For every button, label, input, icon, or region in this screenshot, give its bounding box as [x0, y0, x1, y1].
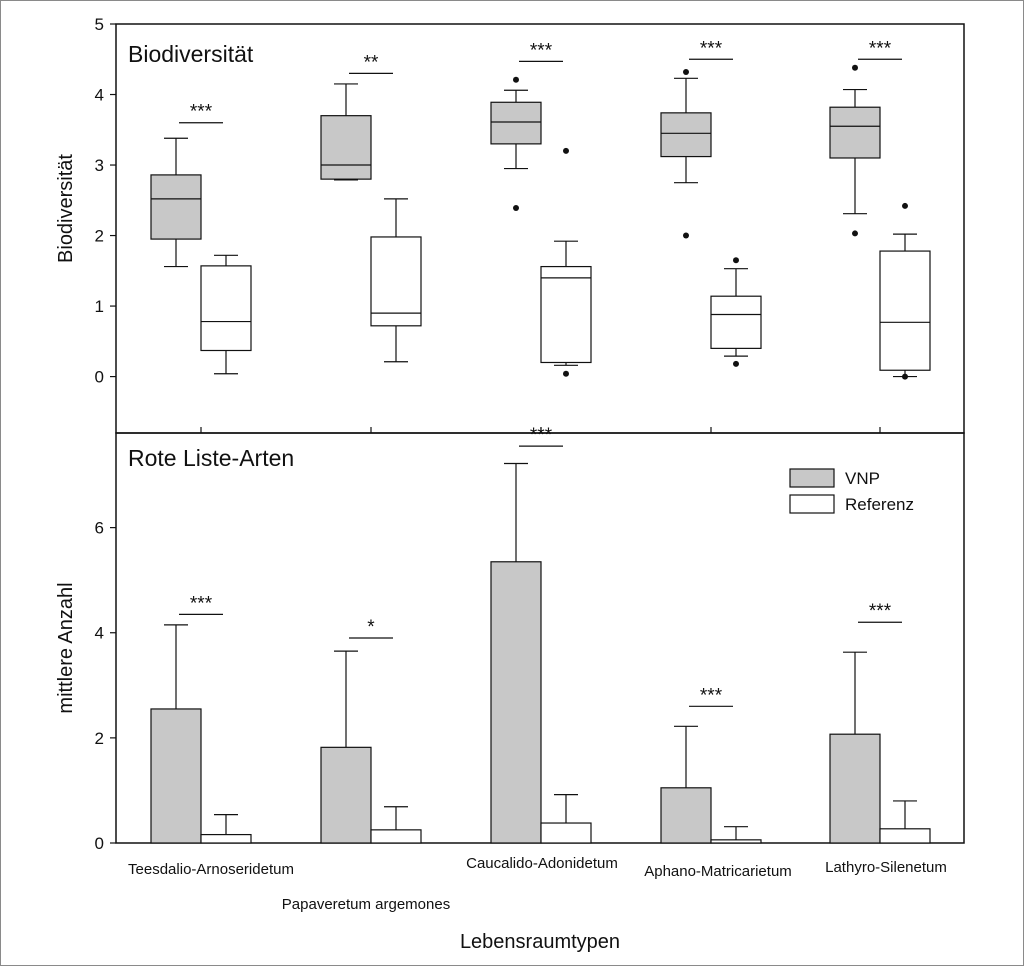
bar-vnp: [320, 650, 372, 844]
box-iqr: [320, 115, 372, 180]
legend-label: Referenz: [845, 495, 914, 514]
bar-rect: [710, 839, 762, 844]
x-axis-title: Lebensraumtypen: [460, 931, 620, 953]
x-category-label: Lathyro-Silenetum: [825, 859, 947, 876]
box-vnp: [490, 76, 542, 212]
significance-label: ***: [700, 38, 723, 59]
box-referenz: [879, 202, 931, 380]
bar-vnp: [490, 462, 542, 844]
box-vnp: [150, 137, 202, 268]
box-referenz: [540, 147, 592, 377]
bar-rect: [370, 829, 422, 844]
box-iqr: [879, 250, 931, 371]
bar-referenz: [370, 806, 422, 844]
bottom-panel-title: Rote Liste-Arten: [128, 445, 294, 471]
y-tick-label: 4: [95, 86, 104, 105]
y-tick-label: 0: [95, 368, 104, 387]
x-category-label: Papaveretum argemones: [282, 896, 450, 913]
legend-swatch-vnp: [789, 468, 835, 488]
y-tick-label: 3: [95, 156, 104, 175]
box-referenz: [370, 198, 422, 363]
y-tick-label: 2: [95, 729, 104, 748]
outlier-point: [733, 257, 739, 264]
significance-label: ***: [190, 593, 213, 614]
significance-label: ***: [700, 685, 723, 706]
box-vnp: [660, 68, 712, 239]
bar-rect: [200, 833, 252, 844]
box-iqr: [829, 106, 881, 159]
bar-rect: [150, 708, 202, 844]
box-iqr: [490, 101, 542, 145]
box-vnp: [320, 83, 372, 181]
box-iqr: [150, 174, 202, 240]
outlier-point: [852, 64, 858, 71]
significance-label: ***: [190, 102, 213, 123]
bar-rect: [660, 787, 712, 844]
box-iqr: [540, 265, 592, 364]
bar-rect: [540, 822, 592, 844]
outlier-point: [513, 76, 519, 83]
outlier-point: [902, 202, 908, 209]
outlier-point: [513, 205, 519, 212]
box-iqr: [200, 265, 252, 352]
outlier-point: [902, 373, 908, 380]
y-tick-label: 1: [95, 297, 104, 316]
bar-referenz: [710, 826, 762, 844]
bar-referenz: [200, 814, 252, 844]
y-tick-label: 0: [95, 834, 104, 853]
y-axis-title: mittlere Anzahl: [55, 582, 77, 713]
box-iqr: [660, 112, 712, 158]
significance-label: **: [364, 52, 379, 73]
significance-label: ***: [869, 38, 892, 59]
box-iqr: [370, 236, 422, 327]
category-labels: Teesdalio-Arnoseridetum Papaveretum argem…: [128, 855, 947, 953]
y-tick-label: 2: [95, 227, 104, 246]
y-tick-label: 4: [95, 624, 104, 643]
legend: VNP Referenz: [789, 468, 914, 514]
x-category-label: Teesdalio-Arnoseridetum: [128, 861, 294, 878]
x-category-label: Caucalido-Adonidetum: [466, 855, 618, 872]
outlier-point: [563, 370, 569, 377]
significance-label: ***: [869, 601, 892, 622]
bar-vnp: [829, 651, 881, 844]
outlier-point: [852, 230, 858, 237]
y-axis-title: Biodiversität: [55, 154, 77, 263]
box-referenz: [710, 257, 762, 367]
outlier-point: [683, 232, 689, 239]
bar-rect: [879, 828, 931, 844]
box-iqr: [710, 295, 762, 349]
box-referenz: [200, 254, 252, 375]
biodiversity-panel: Biodiversität012345Biodiversität********…: [55, 15, 965, 434]
y-tick-label: 6: [95, 519, 104, 538]
top-panel-title: Biodiversität: [128, 41, 254, 67]
bar-rect: [490, 561, 542, 844]
x-category-label: Aphano-Matricarietum: [644, 863, 792, 880]
significance-label: *: [367, 617, 375, 638]
legend-label: VNP: [845, 469, 880, 488]
bar-vnp: [660, 725, 712, 844]
box-vnp: [829, 64, 881, 237]
bar-vnp: [150, 624, 202, 844]
legend-swatch-referenz: [789, 494, 835, 514]
y-tick-label: 5: [95, 15, 104, 34]
bar-referenz: [540, 794, 592, 844]
significance-label: ***: [530, 425, 553, 446]
bar-referenz: [879, 800, 931, 844]
outlier-point: [733, 360, 739, 367]
outlier-point: [683, 68, 689, 75]
significance-label: ***: [530, 40, 553, 61]
bar-rect: [829, 733, 881, 844]
bar-rect: [320, 746, 372, 844]
outlier-point: [563, 147, 569, 154]
top-plot-area: [115, 23, 965, 434]
